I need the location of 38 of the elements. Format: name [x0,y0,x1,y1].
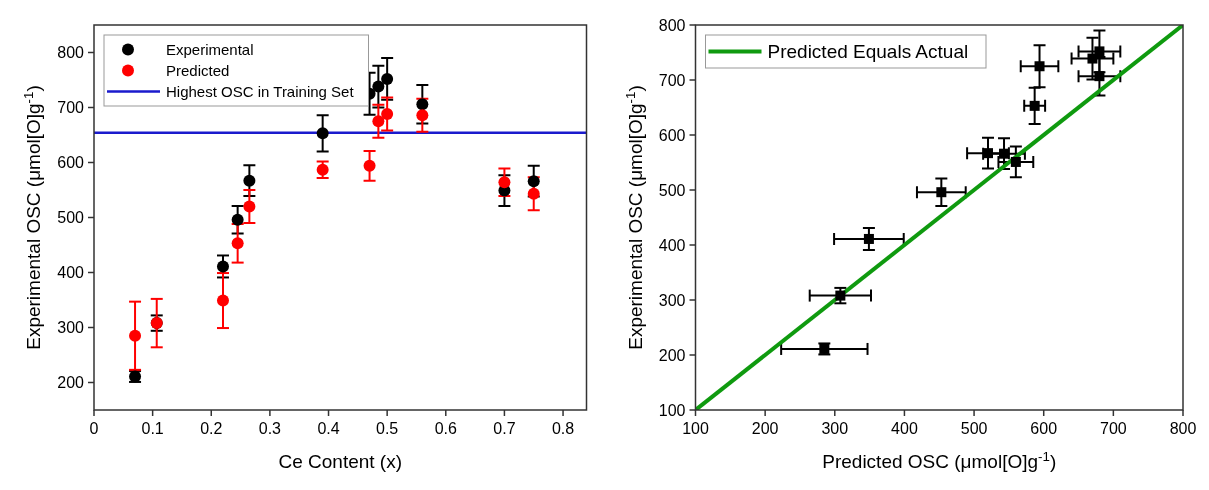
x-tick-label: 500 [960,420,988,437]
x-tick-label: 0.1 [141,420,164,437]
legend-label: Predicted Equals Actual [767,41,969,63]
x-tick-label: 0.6 [434,420,457,437]
y-tick-label: 300 [658,291,686,309]
y-tick-label: 400 [658,236,686,254]
x-tick-label: 700 [1100,420,1127,437]
y-tick-label: 400 [57,264,85,282]
x-axis-title: Predicted OSC (μmol[O]g$^{-1}$) [822,448,1057,472]
x-tick-label: 300 [821,420,849,437]
y-tick-label: 200 [57,374,85,392]
x-tick-label: 0.3 [258,420,282,437]
x-tick-label: 0.5 [376,420,399,437]
x-tick-label: 200 [751,420,779,437]
y-tick-label: 300 [57,319,85,337]
legend-label: Highest OSC in Training Set [166,82,355,100]
x-tick-label: 0.2 [200,420,223,437]
y-tick-label: 500 [57,209,85,227]
x-tick-label: 400 [891,420,918,437]
x-tick-label: 100 [682,420,709,437]
x-tick-label: 0.4 [317,420,340,437]
y-tick-label: 100 [658,401,686,419]
x-tick-label: 0 [89,420,99,437]
x-axis-title: Ce Content (x) [278,451,403,472]
y-tick-label: 800 [658,16,686,34]
y-tick-label: 800 [57,44,85,62]
x-tick-label: 600 [1030,420,1058,437]
y-tick-label: 700 [658,71,686,89]
legend-label: Predicted [166,61,230,79]
legend-label: Experimental [166,40,254,58]
y-tick-label: 600 [658,126,686,144]
y-tick-label: 600 [57,154,85,172]
y-tick-label: 200 [658,346,686,364]
x-tick-label: 800 [1169,420,1197,437]
x-tick-label: 0.8 [551,420,575,437]
x-tick-label: 0.7 [493,420,516,437]
y-tick-label: 700 [57,99,85,117]
y-tick-label: 500 [658,181,686,199]
